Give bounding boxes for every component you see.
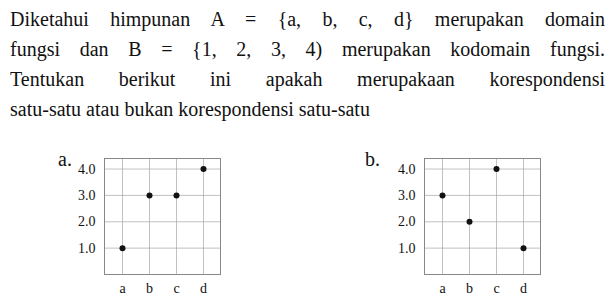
svg-text:b: b: [466, 281, 473, 296]
svg-text:b: b: [146, 281, 153, 296]
svg-text:d: d: [200, 281, 207, 296]
html-text:Diketahui himpunan A = {a, b,: Diketahui himpunan A = {a, b, c, d} meru…: [10, 8, 605, 30]
html-text:a.: a.: [58, 148, 72, 170]
svg-text:c: c: [493, 281, 499, 296]
svg-text:1.0: 1.0: [398, 241, 416, 256]
html-text:Tentukan berikut ini apakah me: Tentukan berikut ini apakah merupakaan k…: [10, 68, 605, 90]
svg-text:4.0: 4.0: [398, 162, 416, 177]
html-text:b.: b.: [365, 148, 380, 170]
html-text:satu-satu atau bukan korespond: satu-satu atau bukan korespondensi satu-…: [10, 98, 370, 120]
svg-text:1.0: 1.0: [78, 241, 96, 256]
svg-text:2.0: 2.0: [78, 214, 96, 229]
svg-text:a: a: [439, 281, 446, 296]
svg-text:3.0: 3.0: [398, 188, 416, 203]
svg-text:4.0: 4.0: [78, 162, 96, 177]
svg-text:c: c: [173, 281, 179, 296]
svg-text:a: a: [119, 281, 126, 296]
svg-text:d: d: [520, 281, 527, 296]
html-text:fungsi dan B = {1, 2, 3, 4) me: fungsi dan B = {1, 2, 3, 4) merupakan ko…: [10, 38, 605, 60]
svg-text:2.0: 2.0: [398, 214, 416, 229]
svg-text:3.0: 3.0: [78, 188, 96, 203]
